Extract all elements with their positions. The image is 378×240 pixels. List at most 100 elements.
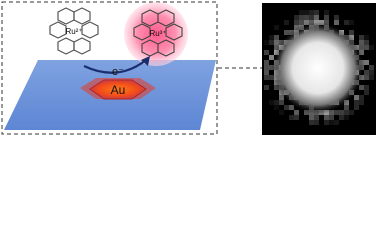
pixel [274, 100, 279, 105]
pixel [279, 100, 284, 105]
pixel [369, 65, 374, 70]
pixel [364, 60, 369, 65]
figure: Au Ru²⁺ Ru³⁺ e⁻ [1, 1, 376, 135]
pixel [354, 100, 359, 105]
pixel [364, 40, 369, 45]
pixel [269, 65, 274, 70]
pixel [359, 50, 364, 55]
pixel [329, 115, 334, 120]
electrode-label: Au [111, 83, 126, 97]
pixel [284, 105, 289, 110]
pixel [269, 75, 274, 80]
pixel [344, 20, 349, 25]
pixel [354, 105, 359, 110]
pixel [294, 15, 299, 20]
pixel [294, 110, 299, 115]
pixel [359, 45, 364, 50]
pixel [339, 115, 344, 120]
pixel [304, 10, 309, 15]
pixel [359, 35, 364, 40]
ion-label: Ru³⁺ [149, 29, 166, 38]
pixel [309, 120, 314, 125]
pixel [264, 40, 269, 45]
pixel [324, 15, 329, 20]
pixel [369, 45, 374, 50]
pixel [334, 15, 339, 20]
pixel [309, 15, 314, 20]
ru3-molecule [133, 9, 183, 57]
pixel [269, 35, 274, 40]
pixel [349, 30, 354, 35]
pixel [279, 95, 284, 100]
pixel [299, 20, 304, 25]
pixel [349, 110, 354, 115]
pixel [324, 10, 329, 15]
pixel [349, 20, 354, 25]
pixel [284, 30, 289, 35]
pixel [264, 60, 269, 65]
pixel [269, 40, 274, 45]
pixel [334, 120, 339, 125]
pixel [264, 70, 269, 75]
pixel [304, 20, 309, 25]
pixel [264, 85, 269, 90]
oxidized-glow [124, 2, 188, 66]
pixel [334, 20, 339, 25]
pixel [309, 10, 314, 15]
pixel [339, 110, 344, 115]
pixel [324, 20, 329, 25]
transfer-arrow [83, 59, 147, 74]
pixel [369, 70, 374, 75]
pixel [359, 85, 364, 90]
pixel [274, 35, 279, 40]
pixel [364, 70, 369, 75]
pixel [344, 105, 349, 110]
pixel [274, 105, 279, 110]
pixel [299, 15, 304, 20]
pixel [324, 115, 329, 120]
pixel [294, 115, 299, 120]
bright-spot [272, 22, 364, 114]
pixel [314, 15, 319, 20]
pixel [364, 45, 369, 50]
pixel [264, 50, 269, 55]
pixel [364, 90, 369, 95]
pixel [334, 110, 339, 115]
pixel [264, 75, 269, 80]
pixel [309, 115, 314, 120]
pixel [329, 120, 334, 125]
panel-border [1, 1, 218, 135]
pixel [294, 20, 299, 25]
pixel [354, 95, 359, 100]
pixel [284, 20, 289, 25]
ion-label: Ru²⁺ [65, 27, 82, 36]
pixel [274, 40, 279, 45]
pixel [344, 115, 349, 120]
pixel [369, 75, 374, 80]
pixel [299, 10, 304, 15]
pixel [314, 10, 319, 15]
pixel [314, 115, 319, 120]
pixel [279, 110, 284, 115]
pixel [329, 110, 334, 115]
gold-electrode [89, 79, 147, 100]
pixel [264, 65, 269, 70]
pixel [314, 120, 319, 125]
pixel [269, 55, 274, 60]
ru2-molecule [49, 7, 99, 55]
pixel [359, 40, 364, 45]
electron-label: e⁻ [112, 66, 124, 78]
pixel [364, 75, 369, 80]
pixel [274, 25, 279, 30]
pixel [274, 45, 279, 50]
pixel [364, 85, 369, 90]
pixel [344, 110, 349, 115]
pixel [304, 15, 309, 20]
pixel [324, 120, 329, 125]
pixel [269, 100, 274, 105]
pixel [359, 100, 364, 105]
pixel [364, 35, 369, 40]
pixel [289, 115, 294, 120]
pixel [359, 95, 364, 100]
arrow-head [141, 56, 150, 66]
